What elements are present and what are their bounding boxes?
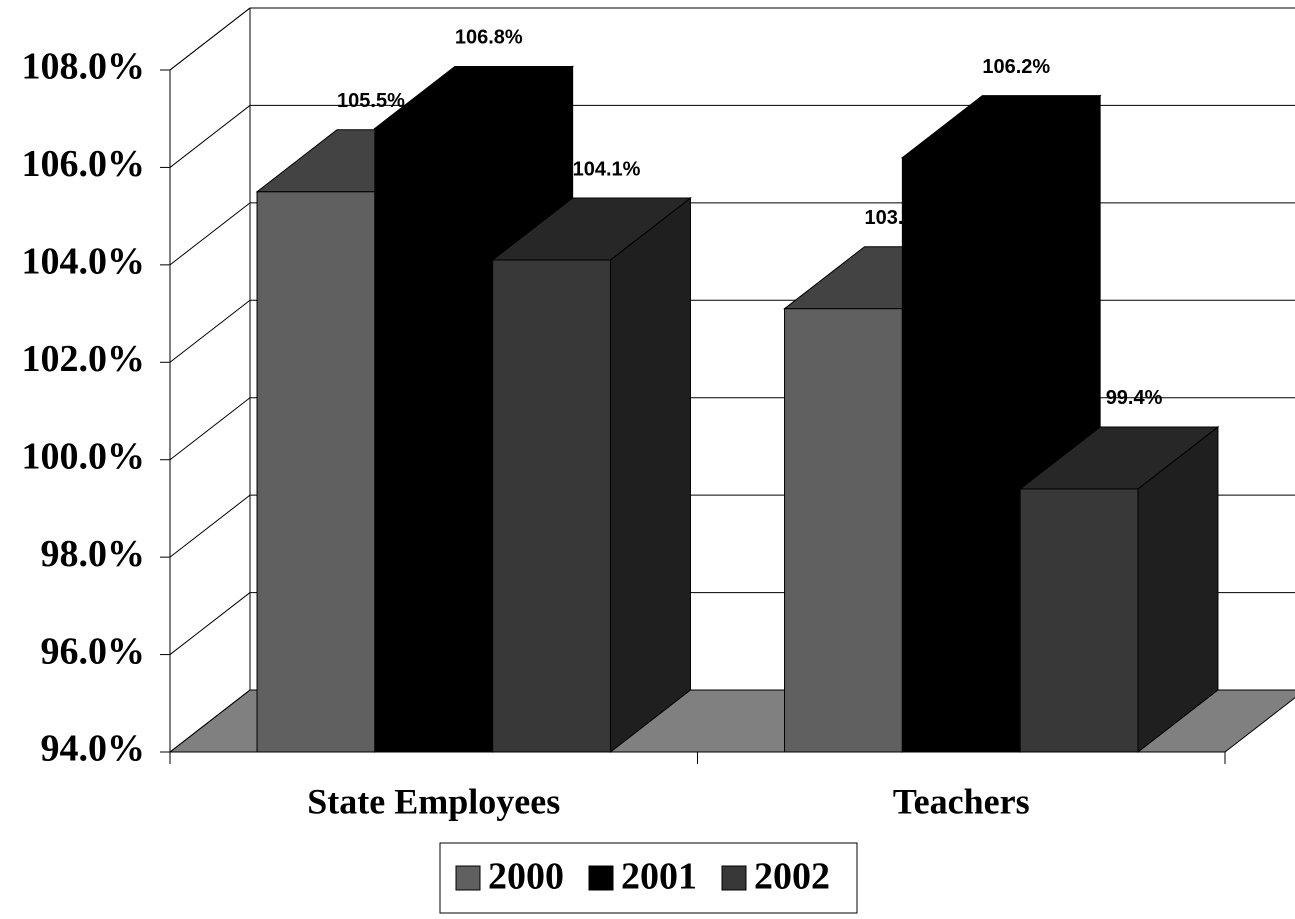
side-grid-line xyxy=(169,202,251,266)
legend-swatch xyxy=(721,865,747,891)
bar xyxy=(374,127,494,753)
side-grid-line xyxy=(169,7,251,71)
legend-label: 2000 xyxy=(488,856,564,898)
y-tick-label: 106.0% xyxy=(22,143,146,185)
bar xyxy=(901,157,1021,753)
side-grid-line xyxy=(169,397,251,461)
data-label: 105.5% xyxy=(337,90,405,112)
bar xyxy=(784,308,903,753)
y-tick-label: 96.0% xyxy=(41,630,146,672)
y-tick-label: 102.0% xyxy=(22,338,146,380)
y-tick-label: 98.0% xyxy=(41,533,146,575)
legend-label: 2002 xyxy=(754,856,830,898)
data-label: 106.2% xyxy=(982,56,1050,78)
data-label: 106.8% xyxy=(455,27,523,49)
legend-swatch xyxy=(588,865,614,891)
side-grid-line xyxy=(169,689,251,753)
side-grid-line xyxy=(169,105,251,168)
bar xyxy=(492,259,611,753)
x-tick-label: Teachers xyxy=(893,781,1030,821)
y-tick-label: 104.0% xyxy=(22,241,146,283)
x-tick-label: State Employees xyxy=(307,781,560,821)
side-grid-line xyxy=(169,494,251,558)
legend-swatch xyxy=(455,865,481,891)
y-tick-label: 108.0% xyxy=(22,46,146,88)
y-tick-label: 94.0% xyxy=(41,728,146,770)
legend-box xyxy=(439,842,858,914)
bar-side xyxy=(609,196,691,754)
data-label: 104.1% xyxy=(573,158,641,180)
y-tick-label: 100.0% xyxy=(22,435,146,477)
data-label: 99.4% xyxy=(1106,387,1163,409)
legend-label: 2001 xyxy=(621,856,697,898)
bar xyxy=(1019,488,1139,753)
bar xyxy=(256,191,376,753)
side-grid-line xyxy=(169,299,251,363)
side-grid-line xyxy=(169,592,251,655)
